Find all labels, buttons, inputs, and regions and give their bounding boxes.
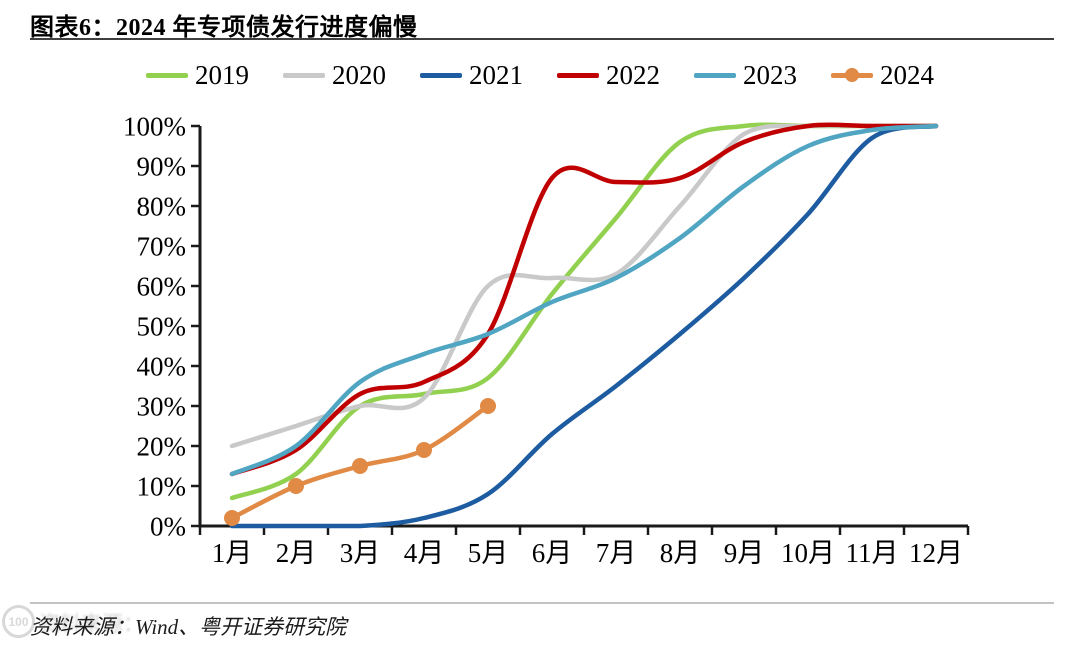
- legend-label: 2019: [195, 59, 249, 90]
- series-line-2019: [229, 122, 939, 501]
- series-line-2020: [229, 123, 939, 449]
- y-tick-label: 100%: [123, 111, 186, 141]
- watermark: 100 资料来源：: [2, 605, 144, 638]
- legend-line-swatch: [420, 72, 462, 78]
- x-tick-label: 5月: [468, 538, 509, 568]
- legend-item-2021: 2021: [420, 59, 523, 90]
- x-tick-label: 1月: [212, 538, 253, 568]
- chart-legend: 2019 2020 2021 2022 2023 2024: [0, 58, 1080, 92]
- x-tick-label: 9月: [724, 538, 765, 568]
- y-tick-label: 40%: [137, 351, 187, 381]
- footer-divider: [30, 602, 1054, 604]
- y-tick-label: 20%: [137, 431, 187, 461]
- x-tick-label: 7月: [596, 538, 637, 568]
- y-tick-label: 70%: [137, 231, 187, 261]
- series-line-2023: [229, 123, 939, 477]
- x-tick-label: 10月: [781, 538, 835, 568]
- legend-label: 2023: [743, 59, 797, 90]
- x-tick-label: 6月: [532, 538, 573, 568]
- series-line-2022: [229, 122, 939, 477]
- y-tick-label: 90%: [137, 151, 187, 181]
- legend-line-swatch: [146, 72, 188, 78]
- y-tick-label: 50%: [137, 311, 187, 341]
- x-tick-label: 4月: [404, 538, 445, 568]
- y-tick-label: 60%: [137, 271, 187, 301]
- legend-item-2020: 2020: [283, 59, 386, 90]
- series-marker-2024: [352, 458, 368, 474]
- legend-line-swatch: [694, 72, 736, 78]
- y-tick-label: 10%: [137, 471, 187, 501]
- watermark-logo-icon: 100: [2, 605, 35, 638]
- legend-item-2019: 2019: [146, 59, 249, 90]
- legend-line-swatch: [283, 72, 325, 78]
- series-line-2021: [229, 123, 939, 529]
- series-marker-2024: [288, 478, 304, 494]
- x-tick-label: 11月: [846, 538, 899, 568]
- source-text: Wind、粤开证券研究院: [135, 615, 347, 639]
- series-marker-2024: [480, 398, 496, 414]
- series-marker-2024: [224, 510, 240, 526]
- x-tick-label: 8月: [660, 538, 701, 568]
- legend-label: 2021: [469, 59, 523, 90]
- legend-label: 2024: [880, 59, 934, 90]
- watermark-smudge: 资料来源：: [39, 611, 144, 636]
- y-tick-label: 80%: [137, 191, 187, 221]
- legend-line-swatch: [557, 72, 599, 78]
- source-note: 资料来源：Wind、粤开证券研究院: [30, 611, 346, 641]
- legend-line-swatch: [831, 68, 873, 82]
- legend-label: 2022: [606, 59, 660, 90]
- legend-item-2023: 2023: [694, 59, 797, 90]
- source-label: 资料来源：: [30, 615, 135, 639]
- series-marker-2024: [416, 442, 432, 458]
- x-tick-label: 12月: [909, 538, 963, 568]
- x-tick-label: 3月: [340, 538, 381, 568]
- page-title: 图表6：2024 年专项债发行进度偏慢: [30, 15, 418, 41]
- x-tick-label: 2月: [276, 538, 317, 568]
- title-underline: [30, 38, 1054, 40]
- legend-item-2024: 2024: [831, 59, 934, 90]
- y-tick-label: 0%: [150, 511, 186, 541]
- legend-label: 2020: [332, 59, 386, 90]
- y-tick-label: 30%: [137, 391, 187, 421]
- legend-item-2022: 2022: [557, 59, 660, 90]
- legend-marker-dot: [845, 68, 859, 82]
